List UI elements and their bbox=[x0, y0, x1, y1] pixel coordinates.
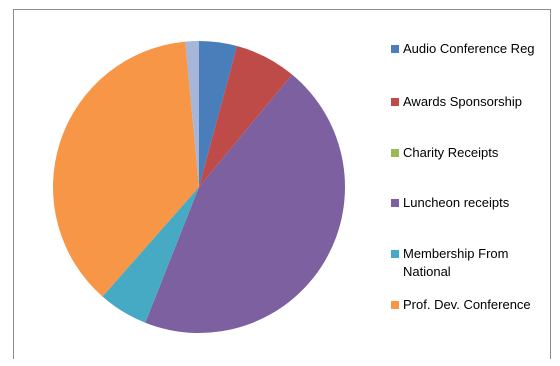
pie-slice bbox=[199, 41, 238, 187]
pie-slice bbox=[199, 46, 293, 188]
legend-label: Prof. Dev. Conference bbox=[403, 297, 531, 312]
legend-item-audio-conference-reg: Audio Conference Reg bbox=[391, 40, 553, 58]
legend-swatch bbox=[391, 98, 399, 106]
legend-label: Audio Conference Reg bbox=[403, 41, 535, 56]
legend-swatch bbox=[391, 250, 399, 258]
legend-swatch bbox=[391, 301, 399, 309]
pie-slice bbox=[102, 187, 199, 323]
legend-item-membership-from-national: Membership From National bbox=[391, 245, 553, 281]
legend-swatch bbox=[391, 199, 399, 207]
legend-item-awards-sponsorship: Awards Sponsorship bbox=[391, 93, 553, 111]
legend-swatch bbox=[391, 149, 399, 157]
pie-slice bbox=[185, 41, 199, 187]
pie-slice bbox=[145, 74, 346, 334]
chart-frame bbox=[13, 9, 551, 359]
legend-swatch bbox=[391, 45, 399, 53]
pie-slice bbox=[53, 41, 199, 297]
legend-item-charity-receipts: Charity Receipts bbox=[391, 144, 553, 162]
legend-label: Awards Sponsorship bbox=[403, 94, 522, 109]
legend-item-prof-dev-conference: Prof. Dev. Conference bbox=[391, 296, 553, 314]
legend-label: Luncheon receipts bbox=[403, 195, 510, 210]
legend-label: Membership From National bbox=[403, 246, 509, 279]
legend-label: Charity Receipts bbox=[403, 145, 499, 160]
legend-item-luncheon-receipts: Luncheon receipts bbox=[391, 194, 553, 212]
